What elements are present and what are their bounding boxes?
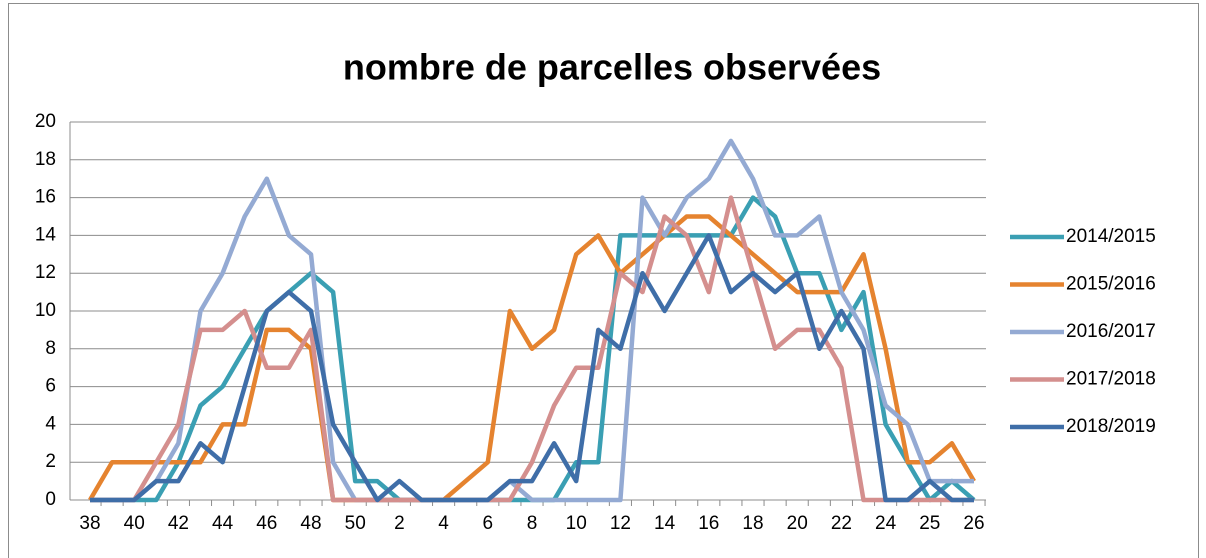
legend-label: 2016/2017 [1066,321,1156,342]
x-tick-label: 42 [168,513,189,534]
series-line [90,138,974,503]
x-tick-label: 25 [919,513,940,534]
x-tick-label: 8 [527,513,538,534]
x-tick-label: 18 [742,513,763,534]
y-tick-label: 8 [45,338,56,359]
x-tick-label: 16 [698,513,719,534]
x-tick-label: 44 [212,513,234,534]
y-tick-label: 6 [45,376,56,397]
x-tick-label: 50 [345,513,366,534]
y-tick-label: 14 [35,224,57,245]
x-tick-label: 40 [124,513,145,534]
x-tick-label: 24 [875,513,897,534]
x-tick-label: 12 [610,513,631,534]
y-tick-label: 18 [35,149,56,170]
series-line [90,233,974,503]
y-tick-label: 2 [45,451,56,472]
x-tick-label: 26 [963,513,984,534]
y-tick-label: 0 [45,489,56,510]
y-tick-label: 20 [35,111,56,132]
x-tick-label: 6 [483,513,494,534]
legend-label: 2015/2016 [1066,274,1156,295]
x-tick-label: 4 [438,513,449,534]
series-line [88,214,976,503]
chart-border [8,3,1199,558]
series-line [90,195,974,503]
legend-label: 2018/2019 [1066,416,1156,437]
x-tick-label: 48 [300,513,321,534]
x-tick-label: 20 [787,513,808,534]
legend-label: 2017/2018 [1066,369,1156,390]
x-tick-label: 2 [394,513,405,534]
y-tick-label: 10 [35,300,56,321]
x-tick-label: 38 [79,513,100,534]
y-tick-label: 16 [35,187,56,208]
x-tick-label: 46 [256,513,277,534]
y-tick-label: 4 [45,413,56,434]
x-tick-label: 14 [654,513,676,534]
x-tick-label: 10 [566,513,587,534]
y-tick-label: 12 [35,262,56,283]
chart-title: nombre de parcelles observées [343,47,881,88]
legend-label: 2014/2015 [1066,226,1156,247]
x-tick-label: 22 [831,513,852,534]
